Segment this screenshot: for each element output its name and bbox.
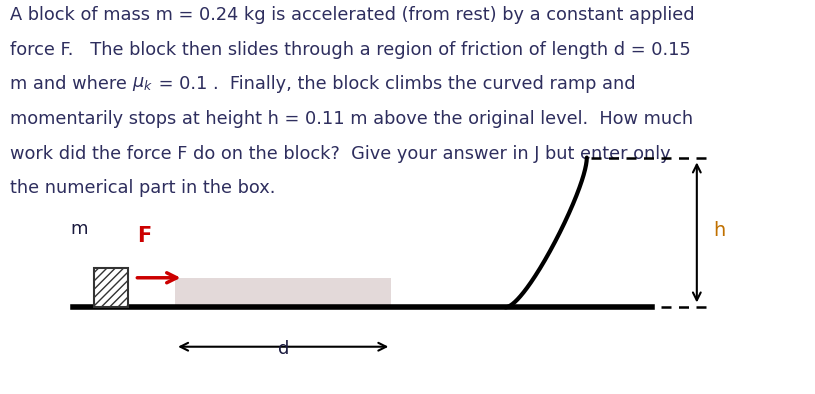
Bar <box>94 268 128 307</box>
Text: m: m <box>70 219 88 238</box>
Text: = 0.1 .  Finally, the block climbs the curved ramp and: = 0.1 . Finally, the block climbs the cu… <box>153 75 636 93</box>
Text: m and where: m and where <box>10 75 132 93</box>
Text: A block of mass m = 0.24 kg is accelerated (from rest) by a constant applied: A block of mass m = 0.24 kg is accelerat… <box>10 6 694 24</box>
Bar <box>175 278 391 307</box>
Text: $\mu_k$: $\mu_k$ <box>132 75 153 93</box>
Text: h: h <box>713 221 725 240</box>
Text: the numerical part in the box.: the numerical part in the box. <box>10 179 275 197</box>
Text: d: d <box>278 340 289 358</box>
Text: F: F <box>137 227 151 246</box>
Text: force F.   The block then slides through a region of friction of length d = 0.15: force F. The block then slides through a… <box>10 41 690 59</box>
Text: momentarily stops at height h = 0.11 m above the original level.  How much: momentarily stops at height h = 0.11 m a… <box>10 110 693 128</box>
Text: work did the force F do on the block?  Give your answer in J but enter only: work did the force F do on the block? Gi… <box>10 145 671 163</box>
